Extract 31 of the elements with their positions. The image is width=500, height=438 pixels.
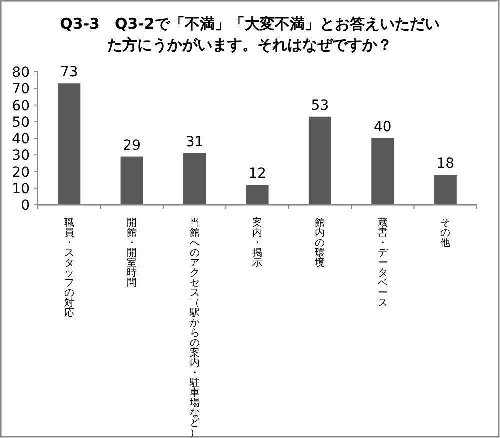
category-label: 職員・スタッフの対応 xyxy=(64,218,74,319)
x-tick-label: 案内・掲示 xyxy=(252,217,262,269)
category-label: 当館へのアクセス（駅からの案内・駐車場など） xyxy=(190,218,200,438)
bar xyxy=(246,185,269,205)
y-tick-label: 0 xyxy=(21,198,30,214)
y-tick-label: 40 xyxy=(12,132,30,148)
data-label: 12 xyxy=(248,166,266,182)
y-tick-label: 60 xyxy=(12,98,30,114)
data-label: 18 xyxy=(436,156,455,172)
data-label: 73 xyxy=(60,64,78,81)
x-tick-label: 館内の環境 xyxy=(314,218,326,269)
bar xyxy=(434,175,457,205)
bar xyxy=(308,116,332,205)
bar xyxy=(183,153,206,205)
y-tick-label: 20 xyxy=(12,164,30,181)
y-tick-label: 30 xyxy=(12,148,30,164)
y-tick-label: 80 xyxy=(12,65,30,81)
y-tick-label: 10 xyxy=(12,181,30,198)
category-label: 蔵書・データベース xyxy=(378,218,388,309)
x-tick-label: 開館・開室時間 xyxy=(127,218,138,289)
data-label: 29 xyxy=(123,138,141,154)
data-label: 40 xyxy=(374,120,392,136)
bar xyxy=(372,138,394,205)
chart-title: Q3-3 Q3-2で「不満」「大変不満」とお答えいただいた方にうかがいます。それはなぜですか？ xyxy=(59,14,441,56)
x-tick-label: その他 xyxy=(440,218,451,249)
y-tick-label: 70 xyxy=(12,82,30,98)
y-tick-label: 50 xyxy=(12,114,30,131)
bar xyxy=(58,84,81,205)
bar xyxy=(120,156,144,205)
data-label: 31 xyxy=(186,134,204,150)
data-label: 53 xyxy=(311,98,330,114)
